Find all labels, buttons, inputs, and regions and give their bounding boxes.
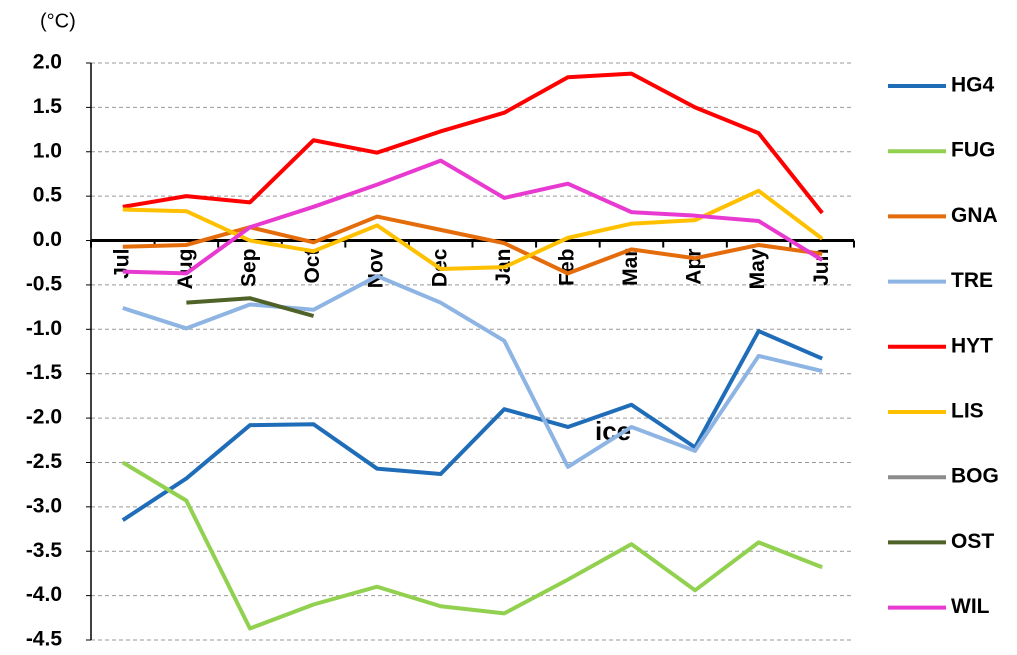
y-tick-label: 0.0 (33, 228, 62, 251)
series-line (122, 188, 824, 271)
y-tick-label: 1.5 (33, 95, 63, 118)
y-tick-label: 2.0 (33, 51, 62, 74)
series-line (122, 71, 824, 215)
legend-label: HG4 (951, 74, 995, 97)
x-tick-label: Mar (619, 249, 642, 286)
x-tick-label: Oct (301, 249, 324, 284)
legend-label: TRE (951, 269, 993, 292)
series-line (122, 274, 823, 469)
legend-label: OST (951, 530, 994, 553)
series-line (122, 214, 823, 276)
series-line (121, 329, 824, 522)
y-tick-label: 1.0 (33, 139, 62, 162)
legend-label: BOG (951, 465, 999, 488)
x-tick-label: May (746, 248, 769, 289)
series-line (186, 296, 315, 318)
x-tick-label: Jul (110, 249, 133, 279)
unit-label: (°C) (40, 10, 76, 32)
y-tick-label: 0.5 (33, 184, 63, 207)
series-line (122, 158, 824, 276)
y-tick-label: -3.0 (26, 494, 62, 517)
y-tick-label: -4.0 (26, 583, 62, 606)
legend-label: FUG (951, 139, 995, 162)
y-tick-label: -1.5 (26, 361, 63, 384)
x-tick-label: Sep (238, 249, 261, 288)
legend-label: HYT (951, 334, 993, 357)
x-tick-label: Feb (555, 249, 578, 286)
y-tick-label: -2.5 (26, 450, 63, 473)
y-tick-label: -1.0 (26, 317, 62, 340)
y-tick-label: -4.5 (26, 628, 63, 650)
legend-label: LIS (951, 400, 984, 423)
x-tick-label: Apr (683, 249, 706, 285)
series-line (121, 460, 823, 631)
x-tick-label: Aug (174, 249, 197, 290)
y-tick-label: -0.5 (26, 272, 63, 295)
legend-label: GNA (951, 204, 998, 227)
legend-label: WIL (951, 595, 990, 618)
y-tick-label: -3.5 (26, 539, 63, 562)
y-tick-label: -2.0 (26, 406, 62, 429)
